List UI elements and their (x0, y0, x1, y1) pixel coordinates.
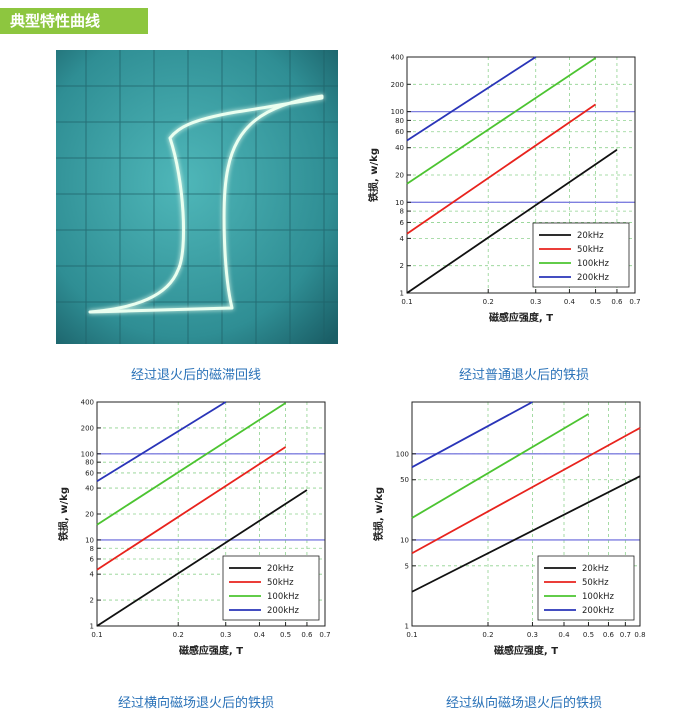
x-tick-label: 0.4 (558, 631, 570, 639)
x-tick-label: 0.6 (603, 631, 615, 639)
y-tick-label: 1 (400, 290, 404, 298)
legend-label: 20kHz (582, 564, 609, 574)
legend-label: 100kHz (577, 259, 610, 269)
y-tick-label: 20 (85, 511, 94, 519)
section-title: 典型特性曲线 (0, 8, 148, 34)
y-axis-label: 铁损, w/kg (57, 487, 70, 541)
legend: 20kHz 50kHz 100kHz 200kHz (537, 555, 635, 621)
y-tick-label: 200 (391, 81, 404, 89)
y-tick-label: 80 (85, 459, 94, 467)
y-tick-label: 60 (395, 128, 404, 136)
y-tick-label: 40 (395, 144, 404, 152)
x-tick-label: 0.1 (401, 298, 412, 306)
y-tick-label: 400 (391, 54, 404, 62)
y-tick-label: 10 (85, 536, 94, 544)
y-tick-label: 200 (81, 424, 94, 432)
scope-grid (56, 50, 338, 344)
legend-label: 100kHz (267, 592, 300, 602)
x-tick-label: 0.2 (173, 631, 184, 639)
x-tick-label: 0.5 (280, 631, 291, 639)
y-tick-label: 6 (400, 219, 405, 227)
x-tick-label: 0.6 (611, 298, 623, 306)
legend-label: 200kHz (267, 606, 300, 616)
hysteresis-loop-image (56, 50, 338, 344)
chart3-caption: 经过纵向磁场退火后的铁损 (445, 696, 602, 711)
y-tick-label: 20 (395, 172, 404, 180)
y-tick-label: 100 (396, 450, 409, 458)
series-line-100kHz (406, 57, 597, 185)
x-tick-label: 0.8 (634, 631, 645, 639)
x-axis-label: 磁感应强度, T (489, 311, 553, 324)
y-tick-label: 100 (81, 450, 94, 458)
x-tick-label: 0.3 (527, 631, 538, 639)
x-tick-label: 0.1 (406, 631, 417, 639)
legend: 20kHz 50kHz 100kHz 200kHz (532, 222, 630, 288)
series-line-200kHz (411, 401, 533, 468)
x-tick-label: 0.3 (220, 631, 231, 639)
series-line-20kHz (406, 148, 618, 294)
x-tick-label: 0.3 (530, 298, 541, 306)
x-tick-label: 0.2 (482, 631, 493, 639)
iron-loss-chart-longitudinal-anneal: 0.1 0.2 0.3 0.4 0.5 0.6 0.7 0.8 1 5 10 50 100 磁感应强度, … (372, 401, 646, 657)
series-line-50kHz (406, 103, 597, 235)
x-axis-label: 磁感应强度, T (179, 644, 243, 657)
series-line-20kHz (96, 489, 308, 627)
legend-label: 100kHz (582, 592, 615, 602)
series-line-20kHz (411, 475, 641, 593)
y-tick-label: 6 (90, 556, 95, 564)
x-tick-label: 0.6 (301, 631, 313, 639)
y-tick-label: 4 (400, 235, 405, 243)
series-line-100kHz (411, 413, 589, 519)
y-tick-label: 4 (90, 571, 95, 579)
x-tick-label: 0.5 (583, 631, 594, 639)
y-tick-label: 60 (85, 469, 94, 477)
x-tick-label: 0.4 (254, 631, 266, 639)
y-tick-label: 10 (395, 199, 404, 207)
y-tick-label: 50 (400, 476, 409, 484)
legend-label: 50kHz (577, 245, 604, 255)
x-axis-label: 磁感应强度, T (494, 644, 558, 657)
series-line-50kHz (96, 446, 287, 571)
y-tick-label: 1 (90, 623, 94, 631)
x-tick-label: 0.5 (590, 298, 601, 306)
legend-label: 20kHz (577, 231, 604, 241)
x-tick-label: 0.1 (91, 631, 102, 639)
x-tick-label: 0.7 (620, 631, 631, 639)
x-tick-label: 0.4 (564, 298, 576, 306)
series-line-50kHz (411, 427, 641, 555)
chart2-caption: 经过横向磁场退火后的铁损 (117, 696, 274, 711)
y-axis-label: 铁损, w/kg (372, 487, 385, 541)
legend-label: 200kHz (582, 606, 615, 616)
x-tick-label: 0.2 (483, 298, 494, 306)
y-tick-label: 8 (90, 545, 94, 553)
y-tick-label: 8 (400, 208, 404, 216)
y-tick-label: 2 (400, 262, 404, 270)
hysteresis-caption: 经过退火后的磁滞回线 (130, 368, 261, 383)
legend-label: 200kHz (577, 273, 610, 283)
y-tick-label: 10 (400, 536, 409, 544)
chart1-caption: 经过普通退火后的铁损 (458, 368, 589, 383)
y-axis-label: 铁损, w/kg (367, 148, 380, 202)
y-tick-label: 400 (81, 399, 94, 407)
x-tick-label: 0.7 (319, 631, 330, 639)
legend-label: 50kHz (267, 578, 294, 588)
legend-label: 20kHz (267, 564, 294, 574)
y-tick-label: 80 (395, 117, 404, 125)
legend: 20kHz 50kHz 100kHz 200kHz (222, 555, 320, 621)
y-tick-label: 100 (391, 108, 404, 116)
y-tick-label: 5 (405, 562, 409, 570)
x-tick-label: 0.7 (629, 298, 640, 306)
y-tick-label: 1 (405, 623, 409, 631)
y-tick-label: 2 (90, 597, 94, 605)
series-line-200kHz (96, 401, 227, 483)
series-line-200kHz (406, 56, 537, 142)
y-tick-label: 40 (85, 485, 94, 493)
series-line-100kHz (96, 402, 287, 526)
plot-frame (411, 401, 641, 627)
legend-label: 50kHz (582, 578, 609, 588)
hysteresis-curve (88, 94, 324, 314)
